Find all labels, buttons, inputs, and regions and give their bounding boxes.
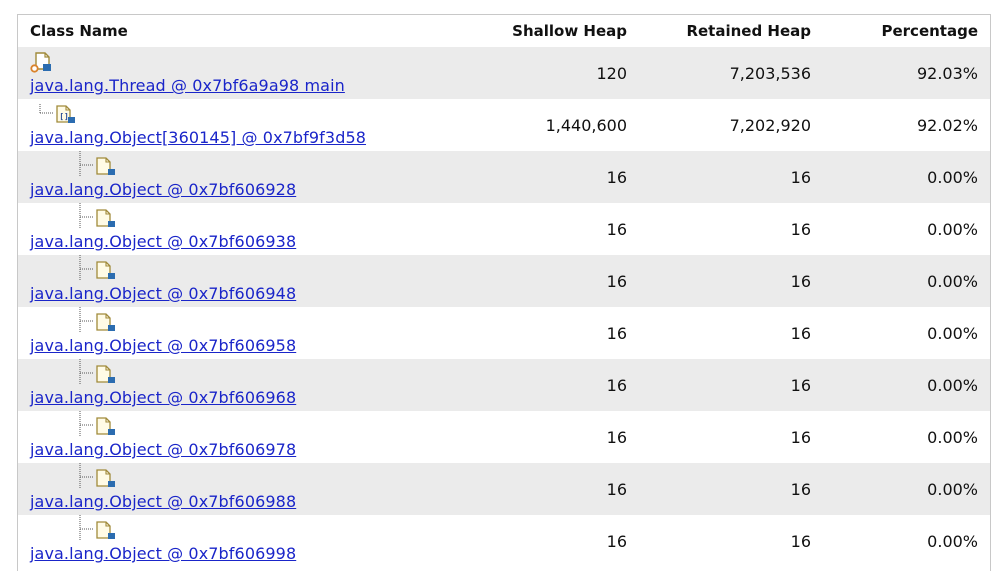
percentage-cell: 0.00%	[823, 515, 990, 567]
object-icon	[94, 259, 116, 281]
column-header-shallow-heap[interactable]: Shallow Heap	[473, 15, 639, 47]
class-name-cell: java.lang.Object @ 0x7bf606958	[18, 307, 473, 359]
class-name-wrapper: java.lang.Object @ 0x7bf606928	[30, 151, 473, 203]
object-link[interactable]: java.lang.Object @ 0x7bf606998	[30, 544, 297, 563]
table-frame	[17, 14, 991, 571]
class-name-wrapper: java.lang.Object @ 0x7bf606998	[30, 515, 473, 567]
class-name-wrapper: java.lang.Object @ 0x7bf606948	[30, 255, 473, 307]
retained-heap-cell: 16	[639, 255, 823, 307]
table-row[interactable]: java.lang.Object @ 0x7bf606948 16 16 0.00%	[18, 255, 990, 307]
class-name-cell: java.lang.Object @ 0x7bf606928	[18, 151, 473, 203]
percentage-cell: 92.03%	[823, 47, 990, 99]
class-name-cell: java.lang.Object @ 0x7bf606998	[18, 515, 473, 567]
retained-heap-cell: 16	[639, 515, 823, 567]
table-header-row: Class Name Shallow Heap Retained Heap Pe…	[18, 15, 990, 47]
thread-object-icon	[30, 51, 54, 73]
class-name-wrapper: java.lang.Object @ 0x7bf606988	[30, 463, 473, 515]
svg-text:[]: []	[59, 112, 69, 121]
class-name-wrapper: java.lang.Object @ 0x7bf606958	[30, 307, 473, 359]
object-link[interactable]: java.lang.Object @ 0x7bf606988	[30, 492, 297, 511]
column-header-retained-heap[interactable]: Retained Heap	[639, 15, 823, 47]
class-name-cell: java.lang.Object @ 0x7bf606968	[18, 359, 473, 411]
table-row[interactable]: java.lang.Thread @ 0x7bf6a9a98 main 120 7,…	[18, 47, 990, 99]
shallow-heap-cell: 120	[473, 47, 639, 99]
retained-heap-cell: 16	[639, 203, 823, 255]
retained-heap-cell: 16	[639, 411, 823, 463]
tree-connector-icon	[76, 515, 98, 541]
object-icon	[94, 311, 116, 333]
shallow-heap-cell: 16	[473, 359, 639, 411]
percentage-cell: 0.00%	[823, 463, 990, 515]
object-link[interactable]: java.lang.Object[360145] @ 0x7bf9f3d58	[30, 128, 367, 147]
table-row[interactable]: java.lang.Object @ 0x7bf606978 16 16 0.00%	[18, 411, 990, 463]
column-header-percentage[interactable]: Percentage	[823, 15, 990, 47]
tree-connector-icon	[36, 99, 58, 125]
tree-connector-icon	[76, 151, 98, 177]
retained-heap-cell: 7,202,920	[639, 99, 823, 151]
table-row[interactable]: java.lang.Object @ 0x7bf606968 16 16 0.00%	[18, 359, 990, 411]
class-name-wrapper: java.lang.Object @ 0x7bf606938	[30, 203, 473, 255]
object-link[interactable]: java.lang.Object @ 0x7bf606978	[30, 440, 297, 459]
percentage-cell: 0.00%	[823, 203, 990, 255]
shallow-heap-cell: 1,440,600	[473, 99, 639, 151]
shallow-heap-cell: 16	[473, 255, 639, 307]
object-link[interactable]: java.lang.Thread @ 0x7bf6a9a98 main	[30, 76, 345, 95]
object-icon	[94, 207, 116, 229]
tree-connector-icon	[76, 203, 98, 229]
object-icon	[94, 415, 116, 437]
percentage-cell: 0.00%	[823, 359, 990, 411]
class-name-cell: java.lang.Object @ 0x7bf606938	[18, 203, 473, 255]
column-header-class-name[interactable]: Class Name	[18, 15, 473, 47]
class-name-wrapper: java.lang.Object @ 0x7bf606978	[30, 411, 473, 463]
percentage-cell: 0.00%	[823, 411, 990, 463]
class-name-wrapper: java.lang.Object @ 0x7bf606968	[30, 359, 473, 411]
table-row[interactable]: java.lang.Object @ 0x7bf606938 16 16 0.00%	[18, 203, 990, 255]
object-link[interactable]: java.lang.Object @ 0x7bf606958	[30, 336, 297, 355]
retained-heap-cell: 16	[639, 463, 823, 515]
percentage-cell: 0.00%	[823, 307, 990, 359]
class-name-cell: java.lang.Object @ 0x7bf606988	[18, 463, 473, 515]
retained-heap-cell: 16	[639, 307, 823, 359]
class-name-cell: java.lang.Object @ 0x7bf606978	[18, 411, 473, 463]
object-link[interactable]: java.lang.Object @ 0x7bf606928	[30, 180, 297, 199]
retained-heap-cell: 16	[639, 151, 823, 203]
tree-connector-icon	[76, 411, 98, 437]
object-icon	[94, 467, 116, 489]
table-row[interactable]: [] java.lang.Object[360145] @ 0x7bf9f3d58…	[18, 99, 990, 151]
object-icon	[94, 363, 116, 385]
shallow-heap-cell: 16	[473, 151, 639, 203]
table-row[interactable]: java.lang.Object @ 0x7bf606988 16 16 0.00%	[18, 463, 990, 515]
shallow-heap-cell: 16	[473, 515, 639, 567]
object-link[interactable]: java.lang.Object @ 0x7bf606938	[30, 232, 297, 251]
percentage-cell: 0.00%	[823, 255, 990, 307]
tree-connector-icon	[76, 463, 98, 489]
object-link[interactable]: java.lang.Object @ 0x7bf606968	[30, 388, 297, 407]
class-name-cell: [] java.lang.Object[360145] @ 0x7bf9f3d58	[18, 99, 473, 151]
retained-heap-cell: 16	[639, 359, 823, 411]
object-link[interactable]: java.lang.Object @ 0x7bf606948	[30, 284, 297, 303]
table-row[interactable]: java.lang.Object @ 0x7bf606958 16 16 0.00%	[18, 307, 990, 359]
array-object-icon: []	[54, 103, 76, 125]
class-name-wrapper: [] java.lang.Object[360145] @ 0x7bf9f3d58	[30, 99, 473, 151]
dominator-tree-table: Class Name Shallow Heap Retained Heap Pe…	[18, 15, 990, 567]
class-name-wrapper: java.lang.Thread @ 0x7bf6a9a98 main	[30, 47, 473, 99]
table-row[interactable]: java.lang.Object @ 0x7bf606928 16 16 0.00%	[18, 151, 990, 203]
tree-connector-icon	[76, 255, 98, 281]
tree-connector-icon	[76, 307, 98, 333]
percentage-cell: 92.02%	[823, 99, 990, 151]
class-name-cell: java.lang.Object @ 0x7bf606948	[18, 255, 473, 307]
object-icon	[94, 519, 116, 541]
shallow-heap-cell: 16	[473, 203, 639, 255]
object-icon	[94, 155, 116, 177]
percentage-cell: 0.00%	[823, 151, 990, 203]
table-row[interactable]: java.lang.Object @ 0x7bf606998 16 16 0.00%	[18, 515, 990, 567]
class-name-cell: java.lang.Thread @ 0x7bf6a9a98 main	[18, 47, 473, 99]
shallow-heap-cell: 16	[473, 411, 639, 463]
shallow-heap-cell: 16	[473, 463, 639, 515]
retained-heap-cell: 7,203,536	[639, 47, 823, 99]
tree-connector-icon	[76, 359, 98, 385]
shallow-heap-cell: 16	[473, 307, 639, 359]
